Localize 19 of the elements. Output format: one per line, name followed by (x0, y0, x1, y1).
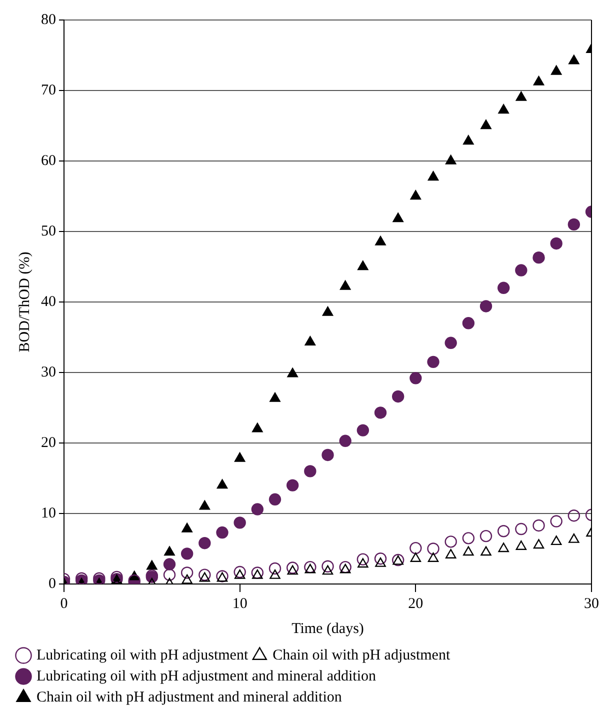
x-tick-label: 0 (60, 596, 68, 612)
y-tick-label: 30 (41, 364, 56, 380)
y-tick-label: 80 (41, 12, 56, 28)
y-tick-label: 70 (41, 82, 56, 98)
y-tick-label: 0 (48, 576, 56, 592)
legend-label: Lubricating oil with pH adjustment (36, 647, 249, 664)
y-tick-label: 20 (41, 434, 56, 451)
y-tick-label: 60 (41, 152, 56, 169)
y-tick-label: 10 (41, 505, 56, 522)
x-axis-title: Time (days) (292, 620, 364, 637)
legend-label: Chain oil with pH adjustment and mineral addition (36, 689, 342, 706)
y-tick-label: 50 (41, 223, 56, 240)
x-tick-label: 30 (584, 596, 599, 612)
legend-label: Chain oil with pH adjustment (272, 647, 451, 664)
y-axis-title: BOD/ThOD (%) (16, 252, 33, 352)
x-tick-label: 20 (408, 596, 424, 612)
x-tick-label: 10 (232, 596, 248, 612)
legend-label: Lubricating oil with pH adjustment and mineral addition (36, 668, 377, 684)
y-tick-label: 40 (41, 294, 56, 310)
